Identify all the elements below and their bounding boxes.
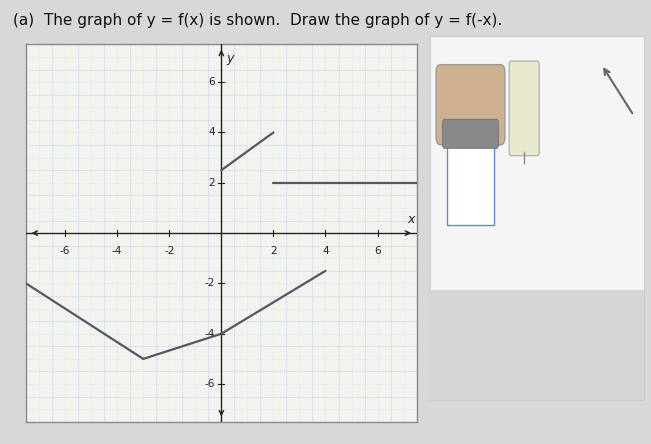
Text: 2: 2 bbox=[208, 178, 215, 188]
Text: -2: -2 bbox=[204, 278, 215, 289]
Text: 6: 6 bbox=[374, 246, 381, 256]
Text: 2: 2 bbox=[270, 246, 277, 256]
Text: x: x bbox=[468, 166, 473, 175]
Text: -2: -2 bbox=[164, 246, 174, 256]
FancyBboxPatch shape bbox=[430, 290, 644, 400]
Text: 6: 6 bbox=[208, 77, 215, 87]
Text: x: x bbox=[408, 213, 415, 226]
Text: ×: × bbox=[464, 324, 482, 344]
FancyBboxPatch shape bbox=[443, 119, 499, 148]
FancyBboxPatch shape bbox=[436, 65, 505, 145]
Text: -6: -6 bbox=[204, 379, 215, 389]
Text: 4: 4 bbox=[322, 246, 329, 256]
Text: ↺: ↺ bbox=[571, 324, 589, 344]
Text: -6: -6 bbox=[60, 246, 70, 256]
FancyBboxPatch shape bbox=[509, 61, 539, 156]
Text: 4: 4 bbox=[208, 127, 215, 138]
Text: -4: -4 bbox=[204, 329, 215, 339]
Text: y: y bbox=[227, 52, 234, 65]
Text: (a)  The graph of y = f(x) is shown.  Draw the graph of y = f(-x).: (a) The graph of y = f(x) is shown. Draw… bbox=[13, 13, 503, 28]
FancyBboxPatch shape bbox=[447, 145, 494, 225]
Text: -4: -4 bbox=[112, 246, 122, 256]
